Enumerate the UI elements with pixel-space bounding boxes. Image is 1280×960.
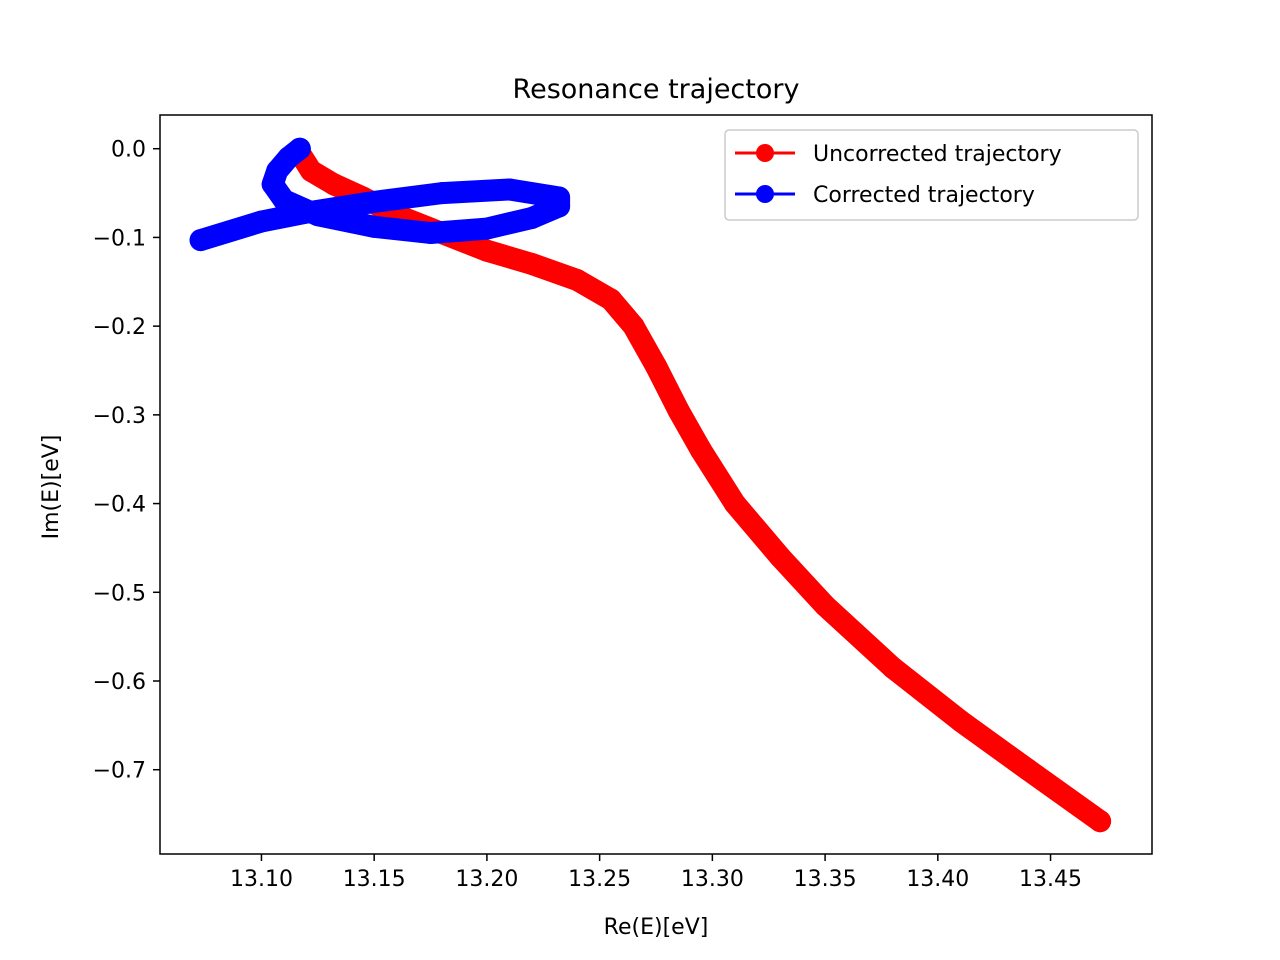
x-tick-label: 13.45 — [1019, 867, 1082, 892]
data-point — [690, 439, 713, 462]
data-point — [273, 189, 295, 212]
data-point — [622, 315, 645, 338]
data-point — [475, 239, 498, 262]
y-tick-label: −0.3 — [93, 404, 146, 429]
data-point — [645, 355, 667, 378]
data-point — [475, 217, 498, 240]
y-tick-label: −0.7 — [93, 759, 146, 784]
y-tick-label: −0.4 — [93, 493, 146, 518]
legend-label: Uncorrected trajectory — [813, 142, 1062, 167]
x-tick-label: 13.15 — [343, 867, 406, 892]
y-axis-label: Im(E)[eV] — [39, 435, 64, 540]
data-point — [566, 269, 589, 291]
data-point — [723, 492, 746, 515]
x-tick-label: 13.10 — [230, 867, 293, 892]
y-axis: 0.0 −0.1 −0.2 −0.3 −0.4 −0.5 −0.6 −0.7 — [93, 138, 160, 784]
legend-item: Uncorrected trajectory — [735, 142, 1062, 167]
data-point — [599, 288, 622, 311]
y-tick-label: −0.5 — [93, 581, 146, 606]
x-tick-label: 13.25 — [568, 867, 631, 892]
plot-area — [159, 114, 1153, 855]
data-point — [295, 201, 318, 224]
y-tick-label: 0.0 — [111, 138, 146, 163]
legend-marker — [756, 185, 774, 203]
y-tick-label: −0.1 — [93, 226, 146, 251]
data-point — [1017, 758, 1039, 781]
legend: Uncorrected trajectory Corrected trajecto… — [724, 129, 1139, 221]
legend-item: Corrected trajectory — [735, 183, 1035, 208]
data-point — [363, 190, 386, 213]
x-tick-label: 13.35 — [794, 867, 857, 892]
data-point — [261, 173, 284, 196]
data-point — [498, 178, 521, 201]
series-layer — [189, 137, 1112, 833]
data-point — [419, 222, 442, 244]
data-point — [322, 173, 345, 196]
data-point — [189, 229, 212, 252]
data-point — [814, 594, 837, 617]
data-point — [881, 656, 904, 679]
legend-label: Corrected trajectory — [813, 183, 1035, 208]
data-point — [769, 545, 791, 568]
data-point — [521, 206, 543, 229]
series-line — [288, 142, 1112, 833]
data-point — [949, 709, 972, 732]
x-tick-label: 13.40 — [906, 867, 969, 892]
x-axis-label: Re(E)[eV] — [604, 915, 709, 940]
data-point — [521, 253, 543, 275]
data-point — [363, 215, 386, 238]
y-tick-label: −0.2 — [93, 315, 146, 340]
series-corrected — [189, 137, 571, 252]
x-axis: 13.10 13.15 13.20 13.25 13.30 13.35 13.40 13.45 — [230, 854, 1082, 892]
legend-box — [724, 129, 1139, 221]
legend-marker — [756, 144, 774, 162]
data-point — [667, 399, 690, 422]
data-point — [1089, 810, 1112, 833]
x-tick-label: 13.30 — [681, 867, 744, 892]
chart-title: Resonance trajectory — [513, 74, 800, 105]
data-point — [300, 159, 323, 182]
x-tick-label: 13.20 — [455, 867, 518, 892]
data-point — [430, 182, 453, 205]
series-uncorrected — [288, 142, 1112, 833]
data-point — [250, 210, 273, 233]
y-tick-label: −0.6 — [93, 670, 146, 695]
data-point — [548, 186, 571, 209]
